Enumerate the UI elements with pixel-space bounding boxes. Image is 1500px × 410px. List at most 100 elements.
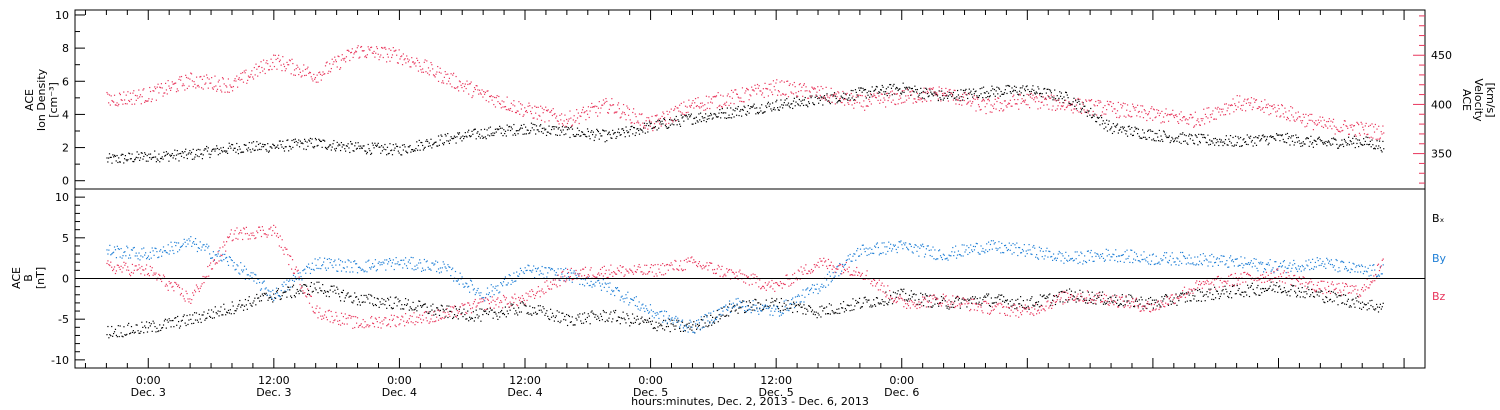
data-point (542, 132, 544, 134)
data-point (414, 150, 416, 152)
data-point (264, 288, 266, 290)
data-point (1172, 302, 1174, 304)
data-point (323, 139, 325, 141)
data-point (107, 325, 109, 328)
data-point (1204, 113, 1207, 116)
data-point (663, 329, 666, 331)
data-point (1214, 137, 1217, 140)
data-point (968, 88, 970, 90)
data-point (136, 151, 138, 153)
data-point (460, 313, 462, 315)
data-point (628, 135, 631, 137)
data-point (689, 328, 691, 330)
data-point (737, 312, 739, 314)
data-point (670, 323, 672, 325)
data-point (826, 93, 828, 95)
data-point (1239, 145, 1241, 148)
data-point (1137, 111, 1140, 113)
data-point (217, 81, 219, 83)
data-point (184, 89, 186, 91)
data-point (611, 321, 613, 323)
data-point (313, 147, 315, 149)
data-point (861, 306, 863, 308)
data-point (425, 311, 427, 313)
data-point (1299, 142, 1301, 145)
data-point (1058, 99, 1060, 101)
data-point (191, 322, 193, 325)
data-point (720, 94, 722, 96)
data-point (310, 281, 312, 284)
data-point (585, 321, 588, 323)
data-point (1196, 119, 1198, 122)
data-point (1349, 140, 1351, 142)
data-point (666, 110, 668, 112)
data-point (1250, 97, 1253, 99)
data-point (987, 95, 989, 98)
data-point (967, 97, 969, 100)
data-point (572, 134, 574, 136)
data-point (914, 299, 916, 301)
data-point (127, 91, 129, 93)
data-point (425, 140, 427, 142)
data-point (419, 65, 421, 67)
data-point (460, 84, 462, 86)
data-point (279, 59, 281, 61)
data-point (1257, 107, 1259, 109)
data-point (923, 87, 925, 89)
data-point (440, 271, 442, 273)
data-point (802, 84, 805, 86)
data-point (461, 312, 463, 314)
data-point (242, 72, 244, 74)
data-point (292, 146, 294, 149)
data-point (586, 113, 589, 115)
data-point (470, 81, 472, 83)
data-point (822, 310, 824, 312)
data-point (985, 296, 987, 298)
data-point (320, 268, 322, 270)
data-point (1138, 299, 1140, 301)
data-point (1122, 102, 1124, 104)
data-point (777, 94, 779, 96)
data-point (1120, 126, 1122, 128)
data-point (1247, 143, 1249, 146)
data-point (288, 150, 290, 152)
data-point (438, 272, 441, 274)
data-point (211, 87, 214, 89)
data-point (1090, 99, 1093, 101)
data-point (509, 109, 511, 112)
data-point (688, 322, 690, 324)
data-point (1356, 300, 1358, 302)
data-point (1039, 92, 1041, 95)
data-point (1277, 291, 1279, 293)
data-point (1376, 140, 1378, 142)
data-point (1274, 291, 1276, 293)
data-point (430, 305, 432, 307)
data-point (124, 334, 126, 336)
data-point (448, 77, 451, 79)
data-point (350, 295, 352, 297)
data-point (126, 103, 128, 105)
data-point (376, 144, 379, 146)
data-point (1232, 285, 1235, 287)
data-point (347, 49, 349, 51)
data-point (1142, 129, 1144, 131)
data-point (1322, 126, 1325, 129)
data-point (1282, 291, 1284, 293)
data-point (1234, 144, 1236, 146)
data-point (116, 102, 118, 104)
data-point (560, 129, 562, 131)
data-point (1132, 134, 1135, 136)
data-point (187, 243, 189, 245)
data-point (1260, 288, 1262, 290)
data-point (1137, 128, 1140, 130)
data-point (884, 99, 886, 101)
data-point (571, 128, 574, 130)
data-point (159, 157, 162, 160)
data-point (714, 317, 717, 319)
data-point (908, 294, 911, 296)
data-point (186, 87, 188, 90)
data-point (756, 107, 758, 109)
data-point (825, 99, 827, 101)
data-point (917, 96, 919, 98)
data-point (166, 93, 168, 95)
